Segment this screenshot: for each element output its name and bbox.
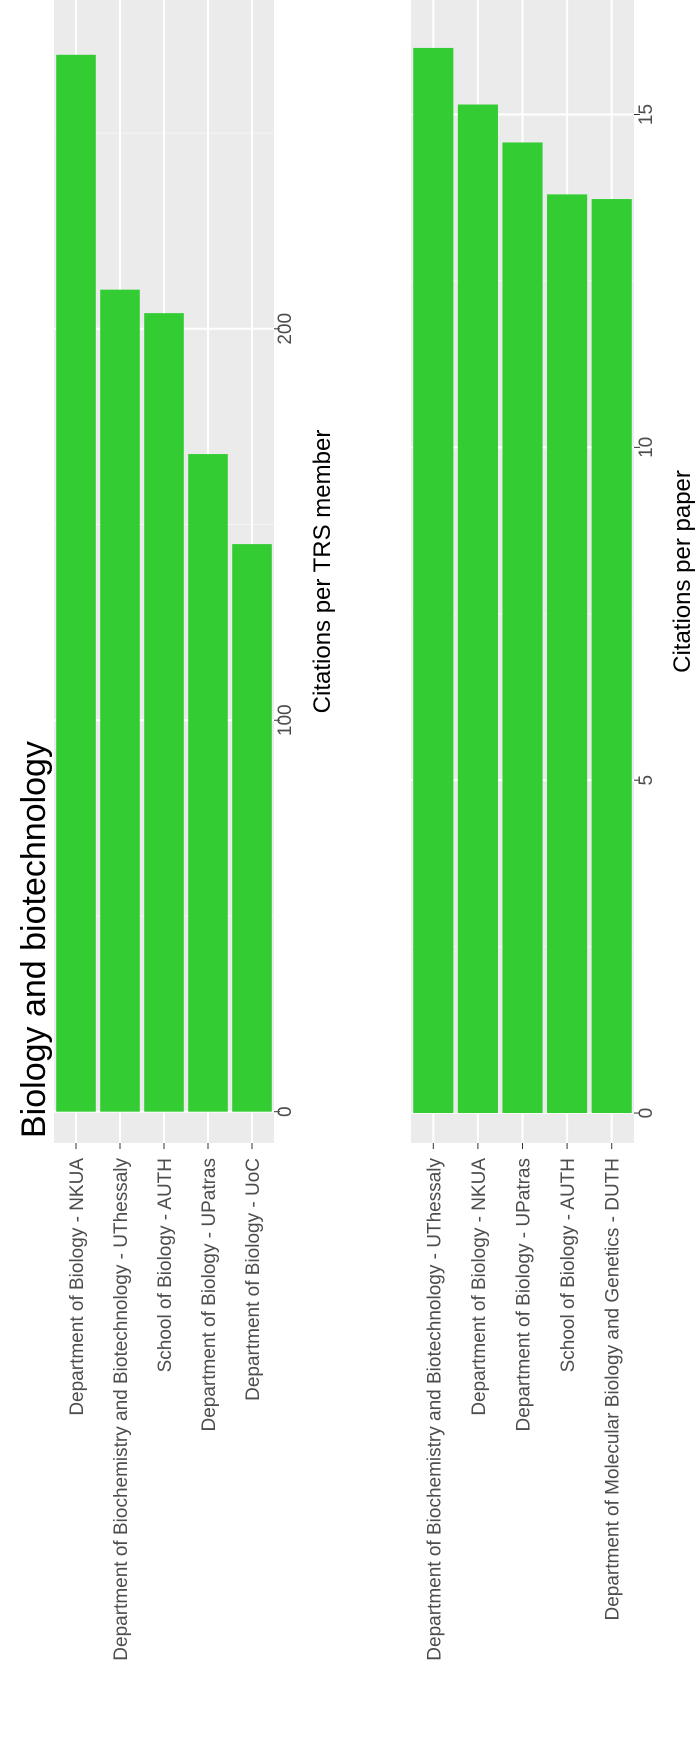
panel-2-value-tick-label: 5	[636, 775, 657, 786]
panel-2-bar	[502, 142, 543, 1114]
panel-2-bar	[591, 199, 632, 1114]
panel-1-value-tick-label: 200	[275, 313, 296, 345]
panel-1-bar	[56, 54, 96, 1112]
panel-2-category-label: Department of Biochemistry and Biotechno…	[424, 1158, 445, 1661]
panel-2-axis-title: Citations per paper	[669, 470, 696, 673]
panel-2-bar	[547, 194, 588, 1114]
panel-1-value-tick-label: 0	[275, 1106, 296, 1117]
panel-1-bar	[144, 313, 184, 1112]
panel-1-category-label: Department of Biology - NKUA	[67, 1158, 88, 1416]
panel-2-value-tick-label: 15	[636, 104, 657, 125]
panel-2-category-label: Department of Biology - UPatras	[514, 1158, 535, 1432]
panel-2-category-label: School of Biology - AUTH	[558, 1158, 579, 1372]
panel-1-bar	[188, 454, 228, 1112]
panel-1-category-label: School of Biology - AUTH	[155, 1158, 176, 1372]
panel-1-bar	[100, 289, 140, 1112]
panel-2-category-label: Department of Biology - NKUA	[469, 1158, 490, 1416]
rotated-canvas: Biology and biotechnology Department of …	[15, 0, 696, 1661]
panel-2-value-tick-label: 10	[636, 437, 657, 458]
panel-1-category-label: Department of Biology - UoC	[243, 1158, 264, 1401]
panel-1-category-label: Department of Biochemistry and Biotechno…	[111, 1158, 132, 1661]
panel-1-category-label: Department of Biology - UPatras	[199, 1158, 220, 1432]
figure-title: Biology and biotechnology	[15, 741, 53, 1138]
panel-1-value-tick-label: 100	[275, 704, 296, 736]
panel-2-bar	[413, 47, 454, 1114]
panel-2-value-tick-label: 0	[636, 1108, 657, 1119]
panel-1-axis-title: Citations per TRS member	[309, 430, 336, 714]
panel-2-category-label: Department of Molecular Biology and Gene…	[603, 1158, 624, 1621]
panel-2-bar	[457, 104, 498, 1114]
panel-1-bar	[232, 544, 272, 1112]
